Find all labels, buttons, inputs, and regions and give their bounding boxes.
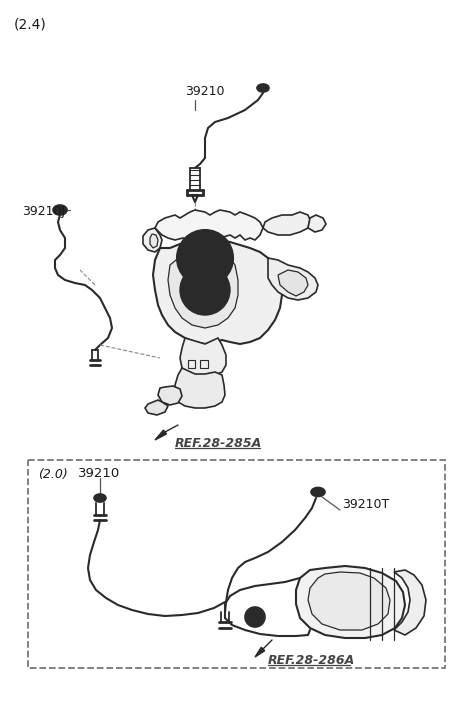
- Polygon shape: [263, 212, 310, 235]
- Text: (2.4): (2.4): [14, 18, 47, 32]
- Polygon shape: [394, 570, 426, 635]
- Polygon shape: [175, 368, 225, 408]
- Circle shape: [245, 607, 265, 627]
- Ellipse shape: [257, 84, 269, 92]
- Ellipse shape: [311, 488, 325, 497]
- Ellipse shape: [53, 205, 67, 215]
- Polygon shape: [180, 338, 226, 376]
- Text: 39210T: 39210T: [342, 499, 389, 512]
- Text: REF.28-285A: REF.28-285A: [175, 437, 262, 450]
- Circle shape: [180, 265, 230, 315]
- Text: 39210: 39210: [78, 467, 120, 480]
- Circle shape: [197, 282, 213, 298]
- Text: 39210: 39210: [185, 85, 225, 98]
- Polygon shape: [296, 566, 405, 638]
- Polygon shape: [278, 270, 308, 296]
- Polygon shape: [145, 400, 168, 415]
- Polygon shape: [308, 572, 390, 630]
- Polygon shape: [153, 240, 282, 344]
- Text: (2.0): (2.0): [38, 468, 68, 481]
- Polygon shape: [150, 234, 158, 248]
- Polygon shape: [168, 248, 238, 328]
- Circle shape: [197, 250, 213, 266]
- Polygon shape: [143, 228, 162, 252]
- Ellipse shape: [94, 494, 106, 502]
- Polygon shape: [255, 647, 265, 657]
- Polygon shape: [155, 210, 263, 240]
- Bar: [28, 460, 445, 668]
- Text: 39210J: 39210J: [22, 205, 65, 218]
- Polygon shape: [158, 386, 182, 405]
- Polygon shape: [268, 258, 318, 300]
- Polygon shape: [155, 430, 167, 440]
- Text: REF.28-286A: REF.28-286A: [268, 654, 355, 667]
- Circle shape: [177, 230, 233, 286]
- Polygon shape: [308, 215, 326, 232]
